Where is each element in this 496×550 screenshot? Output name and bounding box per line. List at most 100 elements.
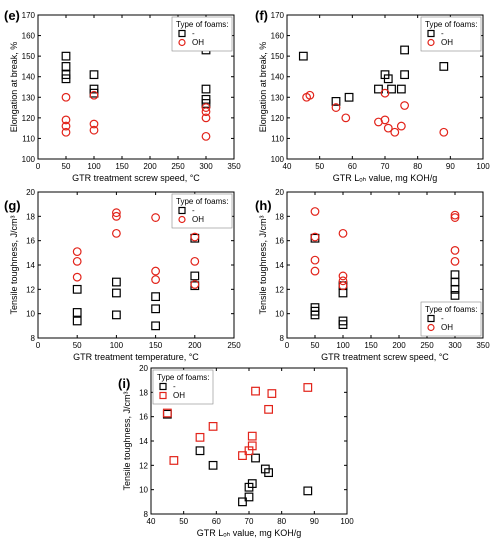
panel-letter: (g) <box>4 198 21 213</box>
x-axis-label: GTR Lₒₕ value, mg KOH/g <box>333 173 438 183</box>
data-point-oh <box>310 232 320 242</box>
x-tick-label: 100 <box>87 162 101 171</box>
y-tick-label: 12 <box>26 285 35 294</box>
y-tick-label: 100 <box>22 155 36 164</box>
data-point-dash <box>331 96 341 106</box>
chart-h: (h) 0 50 100 150 200 250 300 350 8 10 12 14 16 18 20 GTR… <box>255 188 490 362</box>
data-point-oh <box>190 280 200 289</box>
legend-marker <box>178 206 186 215</box>
x-tick-label: 70 <box>245 517 254 526</box>
y-tick-label: 160 <box>271 32 285 41</box>
data-point-dash <box>201 84 211 94</box>
x-tick-label: 50 <box>315 162 324 171</box>
legend-entry: OH <box>173 391 185 400</box>
x-tick-label: 100 <box>336 341 350 350</box>
data-point-oh <box>310 207 320 216</box>
y-tick-label: 12 <box>139 461 148 470</box>
y-tick-label: 16 <box>26 237 35 246</box>
y-tick-label: 120 <box>22 114 36 123</box>
legend-marker <box>427 323 435 332</box>
x-tick-label: 90 <box>446 162 455 171</box>
data-point-dash <box>264 468 273 478</box>
legend-title: Type of foams: <box>176 197 228 206</box>
data-point-dash <box>247 479 257 488</box>
y-tick-label: 140 <box>271 73 285 82</box>
x-tick-label: 90 <box>310 517 319 526</box>
data-point-oh <box>251 386 260 396</box>
x-tick-label: 150 <box>149 341 163 350</box>
data-point-oh <box>338 276 348 286</box>
data-point-oh <box>151 213 161 222</box>
x-tick-label: 50 <box>179 517 188 526</box>
y-tick-label: 18 <box>275 212 284 221</box>
x-tick-label: 250 <box>420 341 434 350</box>
data-point-oh <box>201 113 211 123</box>
legend: Type of foams:-OH <box>171 193 233 229</box>
x-tick-label: 80 <box>413 162 422 171</box>
y-tick-label: 14 <box>26 261 35 270</box>
plot-frame <box>37 14 235 160</box>
data-point-oh <box>151 275 161 285</box>
data-point-dash <box>400 70 409 80</box>
legend-marker <box>178 29 186 38</box>
x-tick-label: 200 <box>188 341 202 350</box>
data-point-dash <box>400 45 409 55</box>
x-tick-label: 0 <box>36 162 41 171</box>
y-tick-label: 16 <box>139 413 148 422</box>
data-point-dash <box>208 460 218 470</box>
data-point-oh <box>89 90 99 100</box>
data-point-oh <box>61 92 71 102</box>
x-tick-label: 50 <box>73 341 82 350</box>
data-point-oh <box>201 131 211 141</box>
x-tick-label: 0 <box>285 341 290 350</box>
data-point-oh <box>111 211 121 221</box>
legend-marker <box>427 29 435 38</box>
legend-entry: OH <box>441 323 453 332</box>
data-point-oh <box>338 271 348 281</box>
legend: Type of foams:-OH <box>420 16 482 52</box>
y-tick-label: 110 <box>271 134 284 143</box>
y-axis-label: Elongation at break, % <box>9 42 19 133</box>
y-tick-label: 12 <box>275 285 284 294</box>
y-tick-label: 20 <box>26 188 35 197</box>
legend: Type of foams:-OH <box>420 301 482 337</box>
legend-entry: - <box>192 29 195 38</box>
data-point-dash <box>298 51 308 61</box>
data-point-oh <box>72 256 82 266</box>
data-point-dash <box>244 492 254 502</box>
data-point-dash <box>111 310 121 320</box>
y-tick-label: 160 <box>22 32 36 41</box>
y-tick-label: 16 <box>275 237 284 246</box>
data-point-oh <box>450 210 460 220</box>
data-point-oh <box>190 232 200 242</box>
x-tick-label: 40 <box>283 162 292 171</box>
y-tick-label: 20 <box>275 188 284 197</box>
y-tick-label: 8 <box>280 334 285 343</box>
x-tick-label: 0 <box>36 341 41 350</box>
data-point-oh <box>247 431 257 441</box>
data-point-oh <box>310 255 320 265</box>
data-point-oh <box>400 101 410 110</box>
data-point-dash <box>72 284 82 294</box>
y-tick-label: 150 <box>22 52 36 61</box>
data-point-oh <box>450 256 460 266</box>
x-tick-label: 150 <box>115 162 129 171</box>
x-tick-label: 100 <box>340 517 354 526</box>
y-axis-label: Tensile toughness, J/cm³ <box>122 391 132 490</box>
chart-e: (e) 0 50 100 150 200 250 300 350 100 110 120 130 140 1… <box>4 8 241 183</box>
data-point-dash <box>338 288 348 298</box>
chart-i: (i) 40 50 60 70 80 90 100 8 10 12 14 16 18 20 GTR Lₒₕ v… <box>118 364 354 538</box>
data-point-oh <box>267 389 277 398</box>
data-point-oh <box>208 422 218 431</box>
legend-marker <box>159 382 167 391</box>
x-tick-label: 150 <box>364 341 378 350</box>
x-tick-label: 200 <box>143 162 157 171</box>
y-tick-label: 150 <box>271 52 285 61</box>
x-tick-label: 60 <box>212 517 221 526</box>
data-point-dash <box>344 92 354 102</box>
legend-entry: OH <box>441 38 453 47</box>
legend-title: Type of foams: <box>425 305 477 314</box>
y-tick-label: 18 <box>26 212 35 221</box>
data-point-oh <box>151 266 161 276</box>
